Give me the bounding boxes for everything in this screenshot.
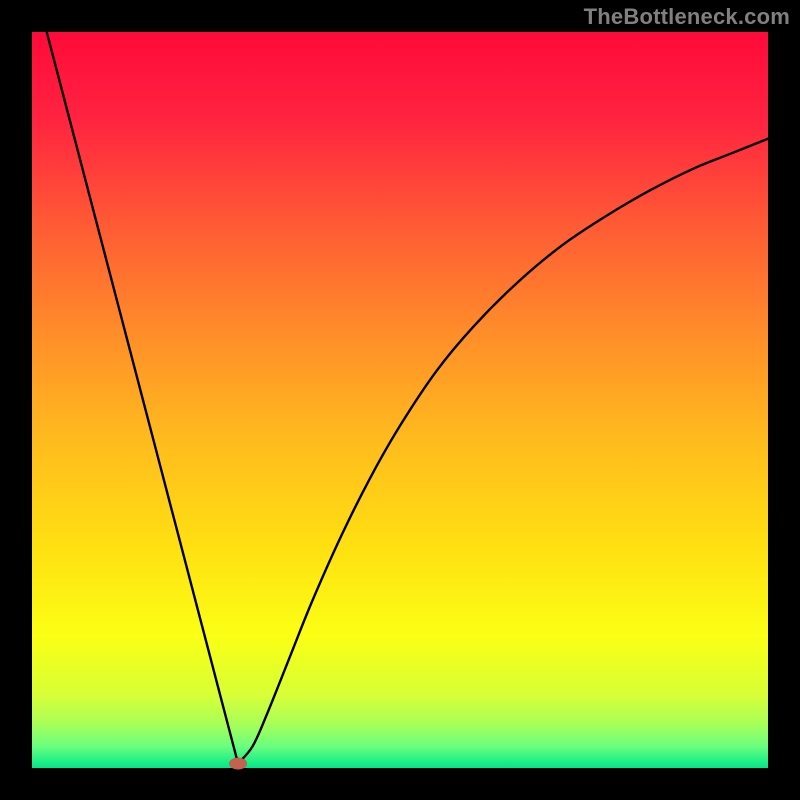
chart-container: TheBottleneck.com: [0, 0, 800, 800]
bottleneck-chart: [0, 0, 800, 800]
attribution-text: TheBottleneck.com: [584, 4, 790, 30]
vertex-marker: [229, 758, 247, 770]
